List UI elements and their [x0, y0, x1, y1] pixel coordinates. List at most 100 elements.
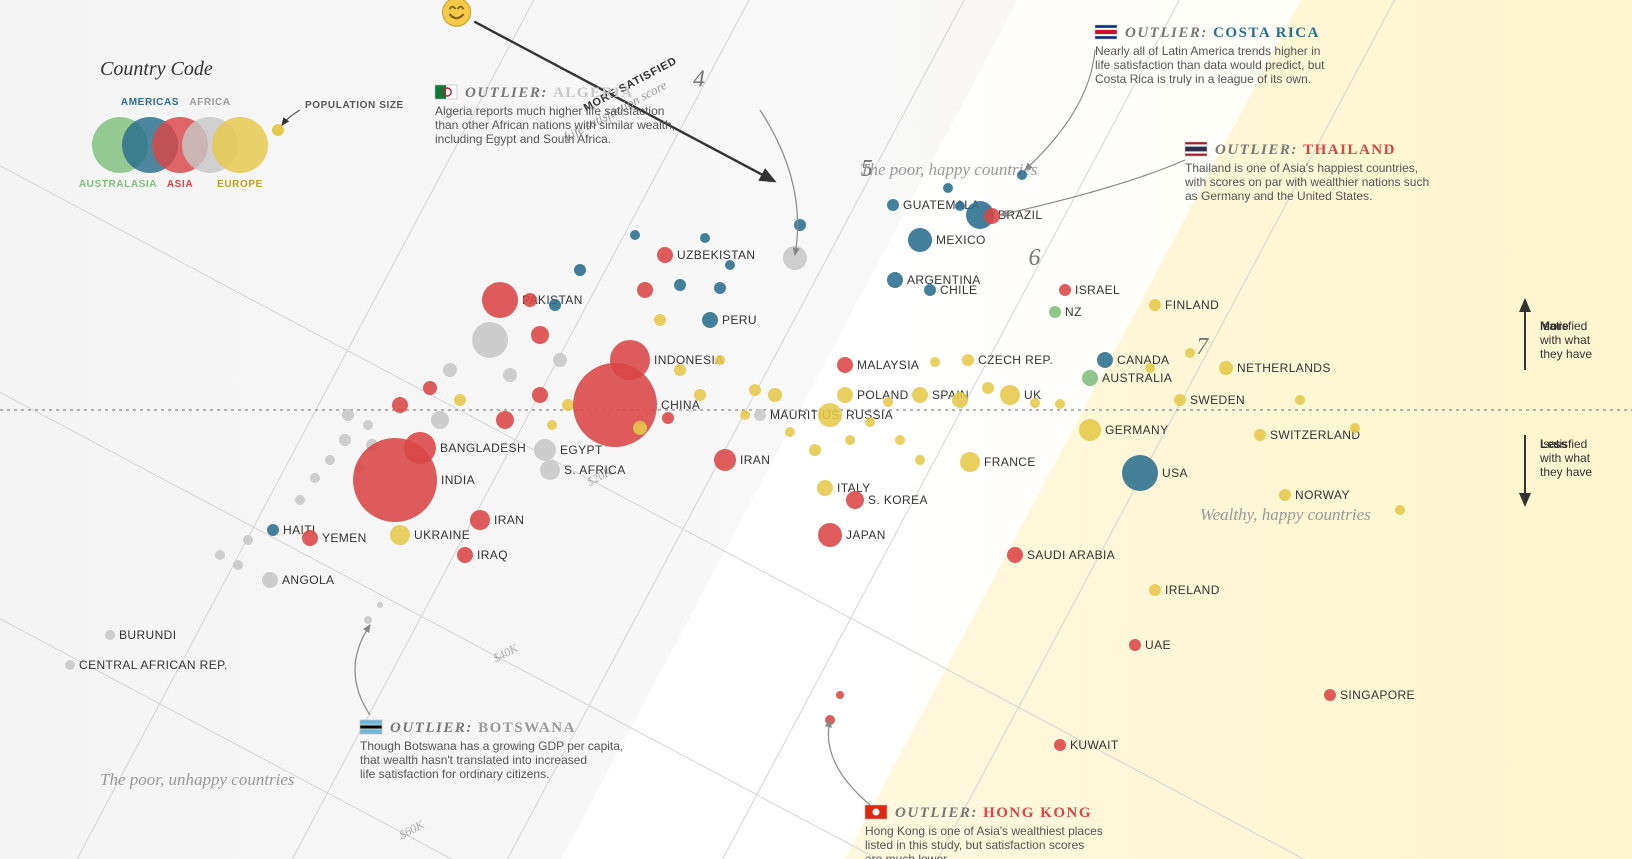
- country-bubble: [215, 550, 225, 560]
- country-label: JAPAN: [846, 528, 886, 542]
- algeria-flag-icon: [435, 85, 457, 99]
- country-label: FINLAND: [1165, 298, 1219, 312]
- smiley-icon: [443, 0, 471, 26]
- country-label: CANADA: [1117, 353, 1169, 367]
- country-bubble: MALAYSIA: [837, 357, 919, 373]
- country-label: S. KOREA: [868, 493, 928, 507]
- country-bubble: SWITZERLAND: [1254, 428, 1360, 442]
- country-bubble: PERU: [702, 312, 757, 328]
- country-label: SINGAPORE: [1340, 688, 1415, 702]
- hongkong-flag-icon: [865, 805, 887, 819]
- score-tick: 4: [693, 67, 705, 93]
- country-bubble: IRAQ: [457, 547, 508, 563]
- country-bubble: ITALY: [817, 480, 871, 496]
- country-label: AUSTRALIA: [1102, 371, 1172, 385]
- country-label: IRAN: [740, 453, 770, 467]
- country-bubble: ISRAEL: [1059, 283, 1120, 297]
- country-label: MALAYSIA: [857, 358, 919, 372]
- country-bubble: [431, 411, 449, 429]
- country-bubble: [637, 282, 653, 298]
- country-bubble: [943, 183, 953, 193]
- country-bubble: [325, 455, 335, 465]
- country-bubble: [694, 389, 706, 401]
- legend-pop-circle: [272, 124, 284, 136]
- country-label: NORWAY: [1295, 488, 1350, 502]
- country-label: S. AFRICA: [564, 463, 626, 477]
- country-bubble: [339, 434, 351, 446]
- legend-region-label: ASIA: [167, 179, 193, 190]
- country-label: NZ: [1065, 305, 1082, 319]
- country-bubble: [503, 368, 517, 382]
- country-bubble: [1030, 398, 1040, 408]
- country-bubble: [549, 299, 561, 311]
- country-bubble: [915, 455, 925, 465]
- legend-region-label: AMERICAS: [121, 97, 179, 108]
- quadrant-poor-unhappy: The poor, unhappy countries: [100, 770, 295, 789]
- callout-costarica-body: Nearly all of Latin America trends highe…: [1095, 44, 1328, 86]
- country-bubble: [749, 384, 761, 396]
- country-label: YEMEN: [322, 531, 367, 545]
- country-bubble: [662, 412, 674, 424]
- wealth-satisfaction-chart: 34567$20K$40K$60KThe poor, unhappy count…: [0, 0, 1632, 859]
- country-bubble: [930, 357, 940, 367]
- country-bubble: [496, 411, 514, 429]
- country-label: ISRAEL: [1075, 283, 1120, 297]
- country-bubble: [955, 201, 965, 211]
- country-bubble: [1395, 505, 1405, 515]
- score-tick: 6: [1028, 245, 1040, 271]
- legend-region-label: EUROPE: [217, 179, 263, 190]
- country-bubble: S. KOREA: [846, 491, 928, 509]
- country-bubble: [443, 363, 457, 377]
- country-label: NETHERLANDS: [1237, 361, 1331, 375]
- country-bubble: [654, 314, 666, 326]
- country-label: CHILE: [940, 283, 977, 297]
- country-label: SAUDI ARABIA: [1027, 548, 1115, 562]
- country-bubble: [574, 264, 586, 276]
- country-bubble: [562, 399, 574, 411]
- country-bubble: [310, 473, 320, 483]
- country-label: CENTRAL AFRICAN REP.: [79, 658, 228, 672]
- country-bubble: [547, 420, 557, 430]
- country-bubble: [783, 246, 807, 270]
- country-label: KUWAIT: [1070, 738, 1119, 752]
- callout-hongkong: OUTLIER: HONG KONG: [895, 805, 1092, 821]
- country-label: GERMANY: [1105, 423, 1168, 437]
- country-bubble: NZ: [1049, 305, 1082, 319]
- country-label: SWEDEN: [1190, 393, 1245, 407]
- country-label: ANGOLA: [282, 573, 334, 587]
- country-bubble: [674, 364, 686, 376]
- country-bubble: [982, 382, 994, 394]
- country-bubble: CENTRAL AFRICAN REP.: [65, 658, 228, 672]
- country-bubble: [740, 410, 750, 420]
- country-bubble: [865, 417, 875, 427]
- country-label: IRELAND: [1165, 583, 1220, 597]
- country-bubble: [836, 691, 844, 699]
- country-bubble: [1055, 399, 1065, 409]
- score-tick: 7: [1196, 334, 1209, 360]
- costarica-flag-icon: [1095, 25, 1117, 39]
- country-label: SWITZERLAND: [1270, 428, 1360, 442]
- country-bubble: [768, 388, 782, 402]
- side-less: Less satisfiedwith whatthey have: [1539, 437, 1592, 479]
- country-bubble: [633, 421, 647, 435]
- country-bubble: POLAND: [837, 387, 909, 403]
- callout-costarica: OUTLIER: COSTA RICA: [1125, 25, 1320, 41]
- country-bubble: [1350, 423, 1360, 433]
- country-label: INDIA: [441, 473, 475, 487]
- country-label: UKRAINE: [414, 528, 470, 542]
- score-tick: 3: [524, 0, 537, 3]
- country-bubble: [233, 560, 243, 570]
- country-bubble: [809, 444, 821, 456]
- country-label: POLAND: [857, 388, 909, 402]
- country-bubble: [392, 397, 408, 413]
- country-bubble: [243, 535, 253, 545]
- country-label: UAE: [1145, 638, 1171, 652]
- botswana-flag-icon: [360, 720, 382, 734]
- country-bubble: [364, 616, 372, 624]
- country-bubble: [472, 322, 508, 358]
- country-label: PERU: [722, 313, 757, 327]
- country-label: MEXICO: [936, 233, 986, 247]
- country-bubble: [342, 409, 354, 421]
- country-bubble: CHILE: [924, 283, 977, 297]
- country-bubble: [630, 230, 640, 240]
